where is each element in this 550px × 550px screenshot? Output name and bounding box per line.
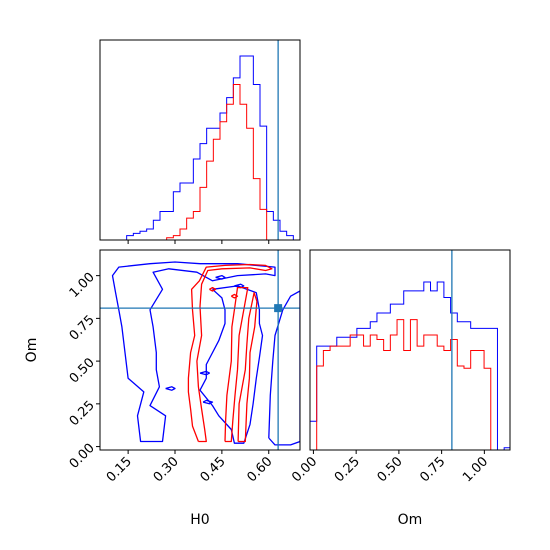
truth-marker	[274, 304, 283, 313]
h0-tick-label-3: 0.60	[244, 454, 275, 485]
h0-marginal-frame	[99, 39, 301, 241]
contour-1-0	[187, 263, 273, 443]
h0-hist-step-1	[100, 83, 300, 241]
contour-0-1	[199, 285, 264, 444]
om-axis-label: Om	[24, 338, 40, 363]
om-marginal-tick-label-1: 0.25	[332, 454, 363, 485]
h0-hist-step-0	[100, 55, 300, 241]
om-axis-ticks: 0.00 0.25 0.50 0.75 1.00	[67, 270, 100, 472]
h0-tick-label-0: 0.15	[104, 454, 135, 485]
h0-histogram-series	[100, 55, 300, 241]
om-tick-label-4: 1.00	[67, 270, 98, 301]
om-hist-step-1	[310, 319, 510, 450]
contour-0-2	[268, 290, 300, 446]
om-marginal-tick-label-2: 0.50	[375, 454, 406, 485]
contour-series	[111, 261, 300, 446]
contour-1-3	[209, 286, 217, 292]
om-tick-label-0: 0.00	[67, 441, 98, 472]
contour-1-2	[237, 292, 258, 443]
h0-tick-label-2: 0.45	[198, 454, 229, 485]
om-marginal-tick-label-0: 0.00	[289, 454, 320, 485]
h0-axis-ticks: 0.15 0.30 0.45 0.60	[104, 450, 276, 485]
om-marginal-axis-label: Om	[398, 512, 423, 528]
om-marginal-frame	[309, 249, 511, 451]
om-tick-label-1: 0.25	[67, 398, 98, 429]
contour-panel-frame	[99, 249, 301, 451]
contour-1-1	[224, 286, 249, 443]
contour-0-0	[111, 261, 276, 443]
contour-1-4	[230, 293, 239, 299]
om-tick-label-2: 0.50	[67, 355, 98, 386]
om-marginal-tick-label-4: 1.00	[460, 454, 491, 485]
om-histogram-series	[310, 281, 510, 450]
om-marginal-panel: 0.00 0.25 0.50 0.75 1.00 Om	[289, 249, 511, 528]
h0-axis-label: H0	[190, 512, 209, 528]
h0-om-contour-panel: 0.15 0.30 0.45 0.60 0.00 0.25 0.50 0.75 1.00 H0…	[24, 249, 301, 528]
h0-tick-label-1: 0.30	[151, 454, 182, 485]
om-marginal-tick-label-3: 0.75	[417, 454, 448, 485]
om-hist-step-0	[310, 281, 510, 450]
h0-marginal-panel	[99, 39, 301, 244]
contour-0-5	[202, 399, 214, 405]
om-marginal-axis-ticks: 0.00 0.25 0.50 0.75 1.00	[289, 450, 491, 485]
contour-0-6	[215, 274, 226, 280]
h0-marginal-ticks	[127, 240, 270, 244]
contour-0-4	[199, 370, 211, 376]
contour-0-3	[165, 386, 176, 391]
om-tick-label-3: 0.75	[67, 313, 98, 344]
